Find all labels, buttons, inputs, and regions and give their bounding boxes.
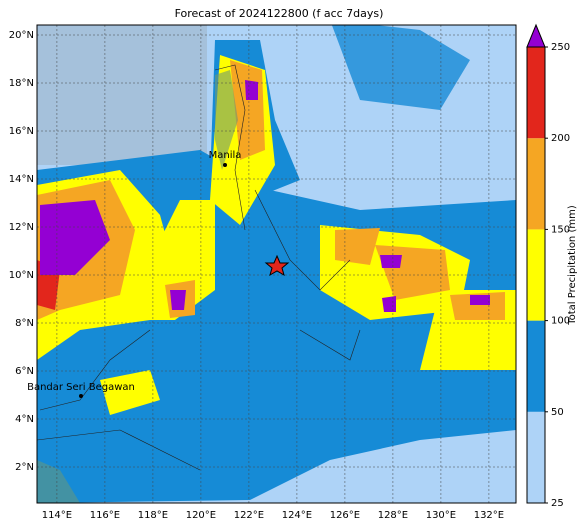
colorbar-tick-label: 250	[551, 42, 570, 53]
lon-tick-label: 126°E	[330, 510, 360, 521]
lon-tick-label: 132°E	[474, 510, 504, 521]
map-frame	[36, 24, 517, 504]
colorbar-segment	[527, 320, 545, 412]
lat-tick-label: 14°N	[9, 174, 34, 185]
lat-tick-label: 20°N	[9, 30, 34, 41]
lat-tick-label: 18°N	[9, 78, 34, 89]
lat-tick-label: 6°N	[15, 366, 34, 377]
target-star	[264, 254, 290, 277]
colorbar-tick-label: 150	[551, 224, 570, 235]
lon-tick-label: 130°E	[426, 510, 456, 521]
colorbar-segment	[527, 47, 545, 139]
colorbar-segment	[527, 411, 545, 503]
lat-tick-label: 16°N	[9, 126, 34, 137]
city-label: Bandar Seri Begawan	[27, 382, 135, 393]
colorbar-segment	[527, 138, 545, 230]
lon-tick-label: 122°E	[234, 510, 264, 521]
colorbar-label: Total Precipitation (mm)	[567, 205, 578, 326]
lon-tick-label: 116°E	[90, 510, 120, 521]
city-marker	[79, 394, 83, 398]
city-label: Manila	[209, 150, 242, 161]
lat-tick-label: 8°N	[15, 318, 34, 329]
colorbar: 25 50 100 150 200 250	[526, 23, 570, 509]
lat-tick-label: 10°N	[9, 270, 34, 281]
lat-tick-label: 4°N	[15, 414, 34, 425]
lon-tick-label: 128°E	[378, 510, 408, 521]
map-title: Forecast of 2024122800 (f acc 7days)	[175, 7, 384, 20]
colorbar-tick-label: 200	[551, 133, 570, 144]
lon-tick-label: 118°E	[138, 510, 168, 521]
lat-tick-label: 2°N	[15, 462, 34, 473]
lat-tick-label: 12°N	[9, 222, 34, 233]
colorbar-frame	[526, 46, 546, 504]
colorbar-tick-label: 100	[551, 316, 570, 327]
city-marker	[223, 163, 227, 167]
colorbar-tick-label: 25	[551, 498, 564, 509]
colorbar-tick-label: 50	[551, 407, 564, 418]
precipitation-field	[37, 25, 516, 503]
colorbar-extend	[526, 23, 546, 48]
lon-tick-label: 114°E	[42, 510, 72, 521]
graticule: 114°E 116°E 118°E 120°E 122°E 124°E 126°E 128°E…	[9, 25, 516, 521]
colorbar-segment	[527, 229, 545, 321]
lon-tick-label: 124°E	[282, 510, 312, 521]
lon-tick-label: 120°E	[186, 510, 216, 521]
